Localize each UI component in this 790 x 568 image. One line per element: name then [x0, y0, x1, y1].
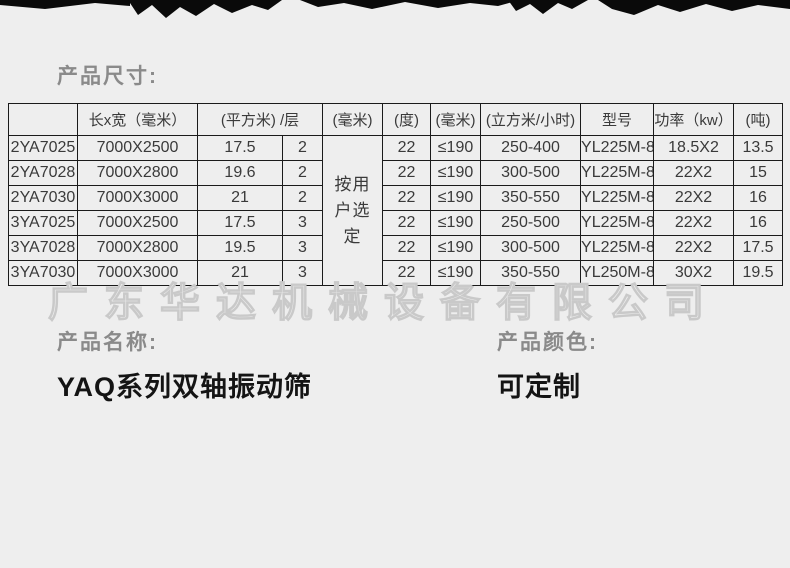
- cell-power: 18.5X2: [653, 135, 735, 161]
- product-name-label: 产品名称:: [57, 331, 158, 354]
- cell-power: 22X2: [653, 160, 735, 186]
- cell-layers: 3: [281, 260, 324, 286]
- table-row: 3YA7030 7000X3000 21 3 22 ≤190 350-550 Y…: [8, 260, 784, 286]
- cell-size: 7000X2800: [77, 160, 198, 186]
- table-row: 3YA7028 7000X2800 19.5 3 22 ≤190 300-500…: [8, 235, 784, 261]
- header-area-layer: (平方米) /层: [196, 103, 324, 136]
- torn-photo-edge-decoration: [0, 0, 790, 18]
- cell-area: 19.6: [197, 160, 283, 186]
- cell-area: 21: [197, 185, 283, 211]
- cell-capacity: 300-500: [480, 160, 582, 186]
- cell-motor: YL225M-8: [580, 160, 655, 186]
- cell-layers: 2: [281, 160, 324, 186]
- cell-capacity: 350-550: [480, 260, 582, 286]
- cell-model: 2YA7028: [8, 160, 78, 186]
- cell-motor: YL225M-8: [580, 235, 655, 261]
- cell-area: 17.5: [197, 210, 283, 236]
- table-row: 2YA7030 7000X3000 21 2 22 ≤190 350-550 Y…: [8, 185, 784, 211]
- cell-model: 3YA7028: [8, 235, 78, 261]
- table-row: 2YA7025 7000X2500 17.5 2 按用户选定 22 ≤190 2…: [8, 135, 784, 286]
- cell-area: 19.5: [197, 235, 283, 261]
- cell-motor: YL250M-8: [580, 260, 655, 286]
- header-capacity: (立方米/小时): [480, 103, 582, 136]
- cell-feed: ≤190: [430, 235, 482, 261]
- cell-model: 2YA7030: [8, 185, 78, 211]
- cell-feed: ≤190: [430, 135, 482, 161]
- product-color-value: 可定制: [497, 372, 581, 402]
- cell-weight: 13.5: [733, 135, 784, 161]
- cell-motor: YL225M-8: [580, 135, 655, 161]
- product-color-label: 产品颜色:: [497, 331, 598, 354]
- cell-angle: 22: [382, 135, 432, 161]
- cell-angle: 22: [382, 185, 432, 211]
- cell-weight: 17.5: [733, 235, 784, 261]
- header-power: 功率（kw）: [653, 103, 735, 136]
- cell-weight: 19.5: [733, 260, 784, 286]
- table-header-row: 长x宽（毫米） (平方米) /层 (毫米) (度) (毫米) (立方米/小时) …: [8, 103, 784, 136]
- cell-weight: 16: [733, 210, 784, 236]
- table-row: 2YA7028 7000X2800 19.6 2 22 ≤190 300-500…: [8, 160, 784, 186]
- cell-size: 7000X3000: [77, 260, 198, 286]
- cell-capacity: 350-550: [480, 185, 582, 211]
- cell-area: 17.5: [197, 135, 283, 161]
- cell-size: 7000X3000: [77, 185, 198, 211]
- cell-size: 7000X2500: [77, 210, 198, 236]
- cell-weight: 16: [733, 185, 784, 211]
- cell-motor: YL225M-8: [580, 185, 655, 211]
- cell-layers: 3: [281, 210, 324, 236]
- header-weight: (吨): [733, 103, 784, 136]
- table-row: 3YA7025 7000X2500 17.5 3 22 ≤190 250-500…: [8, 210, 784, 236]
- header-size: 长x宽（毫米）: [77, 103, 198, 136]
- cell-feed: ≤190: [430, 210, 482, 236]
- cell-capacity: 250-400: [480, 135, 582, 161]
- cell-size: 7000X2800: [77, 235, 198, 261]
- cell-angle: 22: [382, 160, 432, 186]
- cell-power: 22X2: [653, 235, 735, 261]
- cell-power: 22X2: [653, 185, 735, 211]
- section-title-product-size: 产品尺寸:: [57, 65, 158, 88]
- cell-layers: 3: [281, 235, 324, 261]
- header-model: [8, 103, 78, 136]
- cell-area: 21: [197, 260, 283, 286]
- cell-angle: 22: [382, 260, 432, 286]
- cell-power: 30X2: [653, 260, 735, 286]
- cell-layers: 2: [281, 185, 324, 211]
- cell-model: 3YA7025: [8, 210, 78, 236]
- cell-capacity: 300-500: [480, 235, 582, 261]
- user-select-text: 按用户选定: [334, 174, 371, 246]
- cell-motor: YL225M-8: [580, 210, 655, 236]
- cell-angle: 22: [382, 235, 432, 261]
- cell-angle: 22: [382, 210, 432, 236]
- cell-power: 22X2: [653, 210, 735, 236]
- product-size-table: 长x宽（毫米） (平方米) /层 (毫米) (度) (毫米) (立方米/小时) …: [8, 103, 784, 286]
- header-motor-model: 型号: [580, 103, 655, 136]
- cell-layers: 2: [281, 135, 324, 161]
- cell-weight: 15: [733, 160, 784, 186]
- header-feed: (毫米): [430, 103, 482, 136]
- cell-model: 2YA7025: [8, 135, 78, 161]
- cell-model: 3YA7030: [8, 260, 78, 286]
- header-angle: (度): [382, 103, 432, 136]
- header-mesh: (毫米): [322, 103, 384, 136]
- cell-feed: ≤190: [430, 260, 482, 286]
- product-name-value: YAQ系列双轴振动筛: [57, 372, 313, 402]
- cell-feed: ≤190: [430, 160, 482, 186]
- cell-user-select: 按用户选定: [322, 135, 384, 286]
- cell-size: 7000X2500: [77, 135, 198, 161]
- cell-feed: ≤190: [430, 185, 482, 211]
- cell-capacity: 250-500: [480, 210, 582, 236]
